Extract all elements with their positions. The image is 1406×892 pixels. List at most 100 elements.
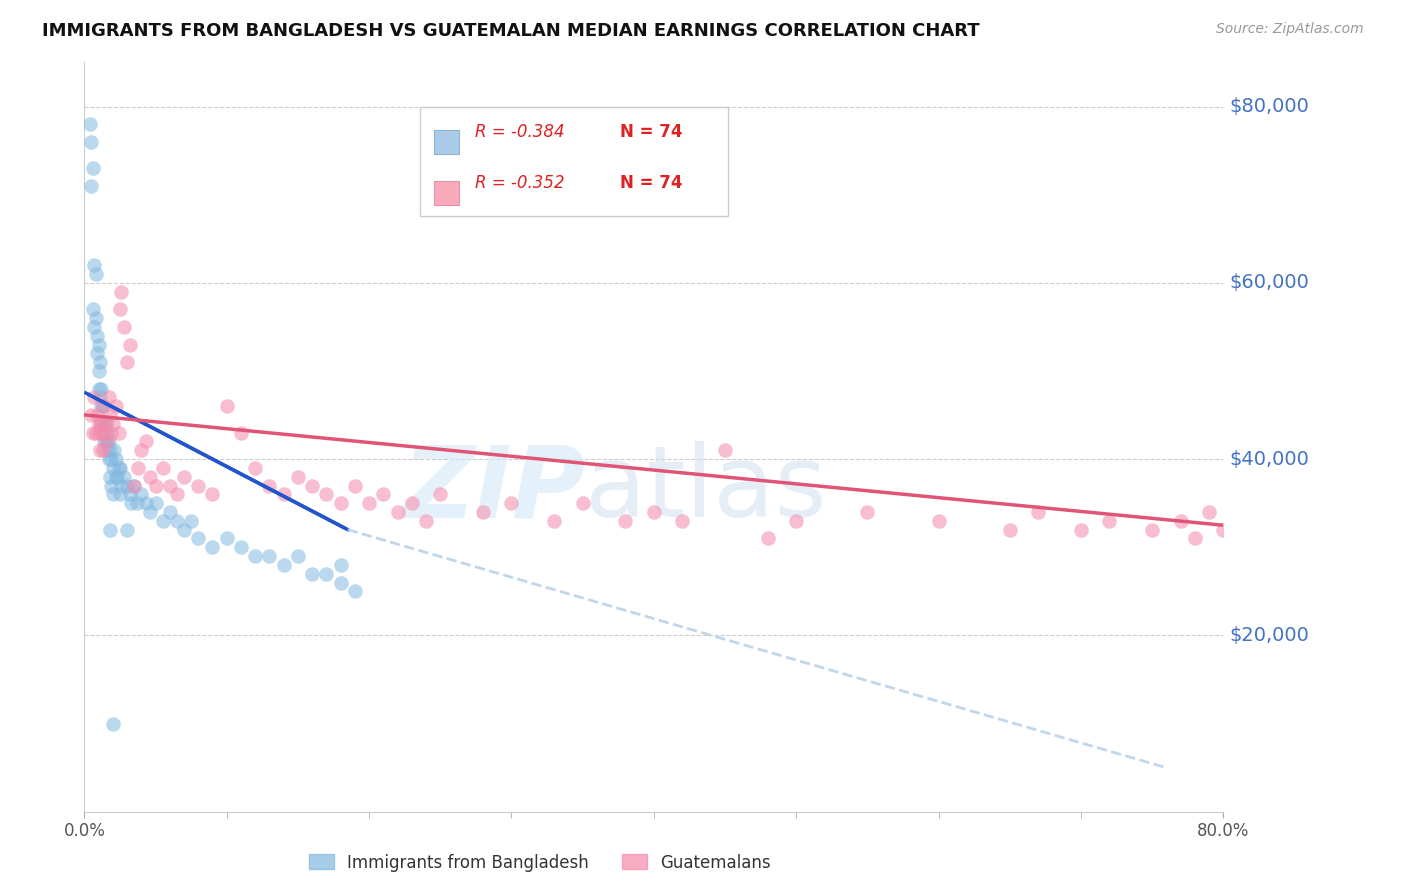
Guatemalans: [928, 514, 950, 528]
Guatemalans: [671, 514, 693, 528]
Text: ZIP: ZIP: [402, 441, 585, 538]
Guatemalans: [245, 461, 267, 475]
Immigrants from Bangladesh: [104, 452, 127, 467]
Guatemalans: [543, 514, 565, 528]
Immigrants from Bangladesh: [82, 302, 104, 317]
Guatemalans: [159, 478, 181, 492]
Immigrants from Bangladesh: [187, 532, 209, 546]
Text: $80,000: $80,000: [1229, 97, 1309, 116]
Guatemalans: [80, 408, 103, 422]
Guatemalans: [96, 434, 118, 449]
Guatemalans: [110, 285, 132, 299]
Immigrants from Bangladesh: [80, 178, 103, 193]
FancyBboxPatch shape: [420, 107, 728, 216]
Immigrants from Bangladesh: [301, 566, 323, 581]
Guatemalans: [287, 469, 309, 483]
Immigrants from Bangladesh: [139, 505, 162, 519]
Immigrants from Bangladesh: [131, 487, 153, 501]
Text: R = -0.352: R = -0.352: [475, 174, 565, 192]
Guatemalans: [273, 487, 295, 501]
Immigrants from Bangladesh: [120, 496, 142, 510]
Guatemalans: [1198, 505, 1220, 519]
Guatemalans: [359, 496, 381, 510]
Guatemalans: [82, 425, 104, 440]
Immigrants from Bangladesh: [93, 434, 115, 449]
Immigrants from Bangladesh: [166, 514, 188, 528]
Guatemalans: [1184, 532, 1206, 546]
Guatemalans: [97, 391, 120, 405]
FancyBboxPatch shape: [434, 129, 458, 154]
Text: $20,000: $20,000: [1229, 626, 1309, 645]
Immigrants from Bangladesh: [89, 391, 111, 405]
Immigrants from Bangladesh: [91, 425, 114, 440]
Guatemalans: [1140, 523, 1163, 537]
Guatemalans: [98, 408, 121, 422]
Immigrants from Bangladesh: [159, 505, 181, 519]
Text: IMMIGRANTS FROM BANGLADESH VS GUATEMALAN MEDIAN EARNINGS CORRELATION CHART: IMMIGRANTS FROM BANGLADESH VS GUATEMALAN…: [42, 22, 980, 40]
Guatemalans: [115, 355, 138, 369]
Guatemalans: [343, 478, 366, 492]
Guatemalans: [187, 478, 209, 492]
Immigrants from Bangladesh: [79, 117, 101, 131]
Immigrants from Bangladesh: [152, 514, 174, 528]
Guatemalans: [112, 319, 135, 334]
Guatemalans: [118, 337, 141, 351]
Guatemalans: [259, 478, 281, 492]
Immigrants from Bangladesh: [97, 434, 120, 449]
Immigrants from Bangladesh: [98, 443, 121, 458]
Immigrants from Bangladesh: [87, 337, 110, 351]
Immigrants from Bangladesh: [118, 487, 141, 501]
Immigrants from Bangladesh: [103, 443, 125, 458]
Immigrants from Bangladesh: [108, 487, 131, 501]
Immigrants from Bangladesh: [83, 258, 105, 272]
Immigrants from Bangladesh: [94, 417, 117, 431]
Guatemalans: [472, 505, 495, 519]
Guatemalans: [122, 478, 145, 492]
Guatemalans: [856, 505, 879, 519]
Guatemalans: [373, 487, 395, 501]
Guatemalans: [139, 469, 162, 483]
Immigrants from Bangladesh: [245, 549, 267, 563]
Immigrants from Bangladesh: [287, 549, 309, 563]
Immigrants from Bangladesh: [96, 425, 118, 440]
Guatemalans: [415, 514, 437, 528]
Immigrants from Bangladesh: [100, 452, 122, 467]
Guatemalans: [100, 425, 122, 440]
Guatemalans: [301, 478, 323, 492]
Guatemalans: [614, 514, 637, 528]
Immigrants from Bangladesh: [97, 452, 120, 467]
Guatemalans: [89, 443, 111, 458]
Text: atlas: atlas: [585, 441, 827, 538]
Text: $40,000: $40,000: [1229, 450, 1309, 468]
Immigrants from Bangladesh: [89, 355, 111, 369]
Immigrants from Bangladesh: [93, 417, 115, 431]
Guatemalans: [785, 514, 807, 528]
Guatemalans: [429, 487, 451, 501]
Guatemalans: [1170, 514, 1192, 528]
Guatemalans: [104, 399, 127, 413]
Immigrants from Bangladesh: [80, 135, 103, 149]
Guatemalans: [145, 478, 167, 492]
Guatemalans: [91, 399, 114, 413]
Immigrants from Bangladesh: [98, 469, 121, 483]
Immigrants from Bangladesh: [135, 496, 157, 510]
Immigrants from Bangladesh: [101, 716, 124, 731]
Guatemalans: [101, 417, 124, 431]
Guatemalans: [756, 532, 779, 546]
Immigrants from Bangladesh: [145, 496, 167, 510]
Immigrants from Bangladesh: [108, 461, 131, 475]
Guatemalans: [135, 434, 157, 449]
Guatemalans: [90, 417, 112, 431]
Guatemalans: [215, 399, 238, 413]
Immigrants from Bangladesh: [90, 399, 112, 413]
Immigrants from Bangladesh: [101, 461, 124, 475]
Immigrants from Bangladesh: [100, 478, 122, 492]
Immigrants from Bangladesh: [115, 478, 138, 492]
Guatemalans: [152, 461, 174, 475]
Text: N = 74: N = 74: [620, 123, 682, 141]
Immigrants from Bangladesh: [98, 523, 121, 537]
Immigrants from Bangladesh: [87, 382, 110, 396]
Immigrants from Bangladesh: [101, 487, 124, 501]
Immigrants from Bangladesh: [104, 469, 127, 483]
Immigrants from Bangladesh: [180, 514, 202, 528]
